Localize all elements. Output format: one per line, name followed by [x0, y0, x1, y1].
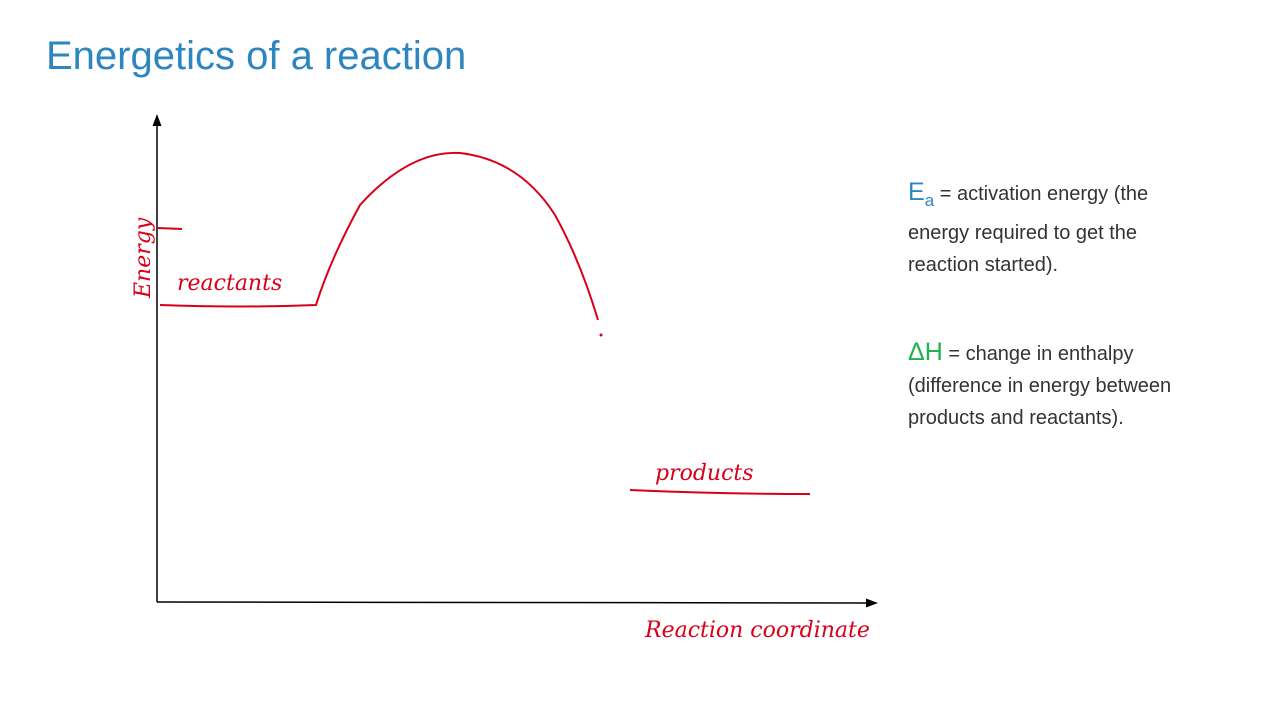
products-label: products — [655, 461, 754, 486]
axis-tick — [157, 227, 183, 230]
slide-title: Energetics of a reaction — [46, 34, 467, 78]
definition: ΔH = change in enthalpy (difference in e… — [908, 336, 1176, 434]
products-level — [629, 489, 811, 495]
reactants-label: reactants — [177, 271, 282, 296]
energy-curve — [159, 151, 599, 321]
y-axis-label: Energy — [131, 217, 156, 299]
symbol-main: E — [908, 178, 925, 206]
x-axis — [156, 598, 878, 608]
curve-dot — [599, 333, 603, 337]
definition-text: = activation energy (the energy required… — [908, 183, 1149, 276]
definition-text: = change in enthalpy (difference in ener… — [908, 343, 1172, 429]
symbol: Ea — [908, 178, 934, 210]
x-axis-label: Reaction coordinate — [644, 618, 870, 643]
definition: Ea = activation energy (the energy requi… — [908, 176, 1176, 281]
symbol-subscript: a — [924, 191, 935, 210]
symbol: ΔH — [908, 338, 943, 366]
